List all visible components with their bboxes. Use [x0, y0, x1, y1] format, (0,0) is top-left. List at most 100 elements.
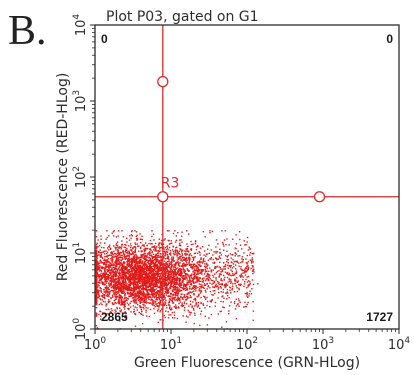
data-point: [95, 247, 98, 250]
data-point: [153, 258, 156, 260]
data-point: [185, 256, 188, 259]
data-point: [121, 275, 123, 277]
data-point: [151, 275, 153, 277]
gate-r3[interactable]: R3: [95, 25, 399, 329]
data-point: [185, 260, 187, 262]
data-point: [197, 304, 199, 306]
data-point: [143, 308, 145, 310]
data-point: [119, 295, 122, 297]
data-point: [104, 284, 106, 286]
data-point: [155, 265, 157, 267]
data-point: [138, 279, 140, 281]
data-point: [141, 295, 144, 297]
data-point: [98, 251, 100, 253]
data-point: [145, 278, 147, 280]
data-point: [124, 288, 127, 291]
data-point: [134, 243, 137, 246]
data-point: [108, 295, 110, 298]
data-point: [173, 266, 175, 268]
data-point: [151, 257, 154, 259]
data-point: [152, 288, 154, 290]
data-point: [174, 293, 176, 295]
data-point: [144, 250, 146, 253]
data-point: [156, 267, 158, 270]
data-point: [224, 263, 227, 266]
data-point: [116, 271, 119, 273]
data-point: [106, 295, 108, 297]
data-point: [217, 282, 220, 285]
data-point: [137, 278, 139, 280]
data-point: [135, 262, 138, 265]
data-point: [235, 305, 238, 307]
data-point: [168, 304, 170, 306]
data-point: [190, 282, 193, 285]
data-point: [133, 310, 136, 313]
data-point: [127, 291, 129, 294]
data-point: [179, 289, 181, 292]
data-point: [104, 272, 106, 274]
data-point: [132, 253, 135, 255]
data-point: [135, 294, 137, 296]
data-point: [179, 242, 181, 244]
data-point: [142, 262, 144, 264]
data-point: [129, 265, 131, 267]
data-point: [150, 243, 152, 245]
data-point: [155, 293, 157, 295]
data-point: [196, 295, 199, 298]
data-point: [242, 279, 244, 281]
data-point: [137, 273, 139, 276]
data-point: [125, 299, 127, 301]
data-point: [120, 311, 122, 313]
data-point: [148, 283, 151, 285]
data-point: [223, 268, 225, 270]
data-point: [156, 267, 159, 269]
data-point: [234, 282, 236, 285]
data-point: [96, 268, 99, 271]
data-point: [117, 249, 119, 252]
data-point: [112, 266, 115, 269]
data-point: [118, 303, 120, 305]
data-point: [203, 287, 205, 289]
data-point: [100, 261, 103, 263]
data-point: [212, 290, 214, 292]
data-point: [179, 248, 181, 250]
data-point: [167, 292, 169, 294]
data-point: [210, 257, 212, 259]
data-point: [154, 261, 156, 264]
data-point: [235, 272, 237, 275]
data-point: [117, 246, 119, 248]
data-point: [219, 286, 222, 288]
data-point: [202, 260, 205, 262]
data-point: [105, 308, 107, 311]
data-point: [163, 260, 166, 262]
data-point: [163, 295, 165, 298]
data-point: [147, 276, 149, 279]
gate-handle[interactable]: [313, 191, 326, 203]
data-point: [128, 285, 131, 287]
data-point: [200, 289, 202, 292]
data-point: [229, 289, 231, 292]
data-point: [167, 281, 169, 284]
data-point: [136, 284, 138, 286]
gate-handles[interactable]: [157, 75, 326, 203]
data-point: [178, 239, 181, 241]
data-point: [249, 281, 251, 283]
data-point: [252, 319, 254, 321]
data-point: [114, 260, 117, 263]
gate-handle[interactable]: [157, 191, 169, 203]
data-point: [168, 252, 171, 255]
data-point: [151, 304, 154, 306]
data-point: [129, 243, 132, 245]
data-point: [186, 282, 189, 285]
data-point: [113, 264, 115, 266]
data-point: [117, 280, 120, 282]
gate-handle[interactable]: [157, 75, 169, 88]
data-point: [125, 287, 128, 289]
data-point: [139, 287, 141, 289]
data-point: [206, 274, 209, 276]
data-point: [186, 274, 188, 277]
data-point: [193, 266, 196, 268]
x-axis-label: Green Fluorescence (GRN-HLog): [134, 355, 360, 371]
data-point: [197, 269, 200, 271]
data-point: [105, 250, 107, 252]
